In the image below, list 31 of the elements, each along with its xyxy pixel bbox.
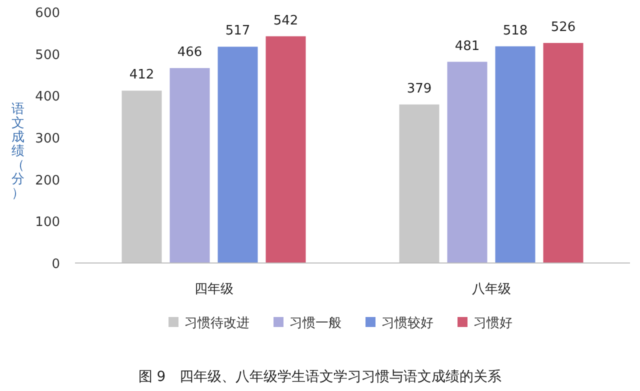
bar bbox=[170, 68, 210, 263]
bar bbox=[122, 90, 162, 263]
bar bbox=[495, 46, 536, 263]
legend-label: 习惯一般 bbox=[290, 316, 342, 331]
bar bbox=[266, 36, 306, 263]
data-label: 542 bbox=[273, 13, 298, 28]
data-label: 379 bbox=[406, 81, 432, 96]
legend-label: 习惯较好 bbox=[382, 316, 434, 331]
y-tick-label: 100 bbox=[35, 215, 60, 230]
data-label: 466 bbox=[177, 45, 202, 60]
data-label: 518 bbox=[502, 23, 528, 38]
data-label: 412 bbox=[129, 68, 154, 83]
y-tick-label: 500 bbox=[35, 48, 60, 63]
y-tick-label: 0 bbox=[52, 257, 60, 272]
legend-label: 习惯好 bbox=[474, 316, 512, 331]
y-axis-title: 语文成绩（分） bbox=[12, 102, 24, 201]
data-label: 526 bbox=[550, 20, 576, 35]
bar bbox=[399, 104, 440, 263]
y-tick-label: 400 bbox=[35, 90, 60, 105]
bar bbox=[447, 62, 488, 263]
bar bbox=[218, 46, 258, 263]
y-tick-label: 200 bbox=[35, 173, 60, 188]
x-tick-label: 四年级 bbox=[194, 282, 234, 297]
bar bbox=[543, 42, 584, 263]
data-label: 481 bbox=[454, 38, 480, 54]
data-label: 517 bbox=[225, 24, 250, 39]
x-tick-label: 八年级 bbox=[472, 282, 511, 297]
y-tick-label: 300 bbox=[35, 132, 60, 146]
legend-label: 习惯待改进 bbox=[184, 316, 250, 331]
y-tick-label: 600 bbox=[35, 6, 60, 21]
caption: 图 9 四年级、八年级学生语文学习习惯与语文成绩的关系 bbox=[138, 369, 502, 385]
